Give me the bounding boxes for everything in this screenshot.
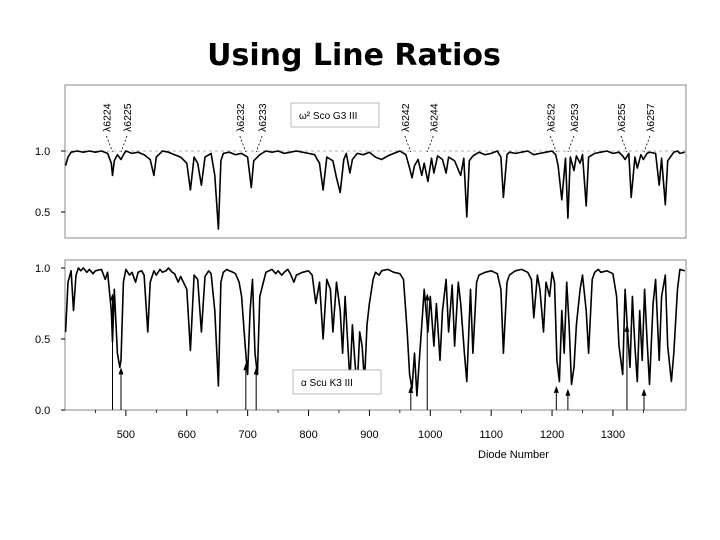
- x-axis: 500 600 700 800 900 1000 1100 1200 1300: [95, 410, 644, 441]
- y-tick-label: 1.0: [35, 146, 50, 158]
- line-label: λ6233: [257, 103, 269, 132]
- line-label: λ6224: [102, 103, 114, 132]
- line-leader: [120, 135, 128, 153]
- spectrum-line: [64, 150, 685, 230]
- panel-omega2-sco: 1.0 0.5 ω² Sco G3 III λ6224 λ6225 λ6232 λ6233 λ…: [35, 84, 687, 239]
- line-arrow-head: [565, 388, 571, 396]
- y-tick-label: 0.5: [35, 334, 50, 346]
- line-leader: [255, 135, 263, 153]
- x-tick-label: 600: [178, 429, 196, 441]
- line-arrow-head: [253, 367, 259, 375]
- line-leader: [106, 135, 113, 153]
- line-label: λ6255: [616, 103, 628, 132]
- x-axis-title: Diode Number: [478, 449, 549, 461]
- line-label: λ6242: [400, 103, 412, 132]
- line-arrow-head: [243, 363, 249, 371]
- x-tick-label: 1300: [601, 429, 625, 441]
- line-leader: [404, 135, 412, 153]
- panel-frame: [64, 259, 687, 411]
- line-arrow-head: [641, 388, 647, 396]
- slide-title: Using Line Ratios: [207, 38, 501, 74]
- line-label: λ6252: [545, 103, 557, 132]
- line-leader: [643, 135, 651, 153]
- x-tick-label: 800: [299, 429, 317, 441]
- legend-box: [290, 102, 380, 128]
- panel-alpha-scu: 1.0 0.5 0.0 α Scu K3 III: [35, 259, 687, 417]
- x-tick-label: 500: [117, 429, 135, 441]
- line-arrow-head: [553, 385, 559, 393]
- x-tick-label: 1000: [418, 429, 442, 441]
- line-leader: [426, 135, 434, 153]
- legend-star-label: ω² Sco G3 III: [299, 111, 357, 122]
- line-label: λ6232: [235, 103, 247, 132]
- line-arrow-head: [118, 367, 124, 375]
- y-tick-label: 0.0: [35, 405, 50, 417]
- x-tick-label: 900: [360, 429, 378, 441]
- spectrum-line: [64, 267, 686, 397]
- line-arrow-head: [624, 324, 630, 332]
- line-arrow-head: [424, 293, 430, 301]
- legend-box: [292, 369, 382, 395]
- line-label: λ6257: [645, 103, 657, 132]
- line-label: λ6225: [122, 103, 134, 132]
- line-arrow-head: [109, 293, 115, 301]
- y-tick-label: 0.5: [35, 207, 50, 219]
- y-tick-label: 1.0: [35, 263, 50, 275]
- line-leader: [620, 135, 628, 153]
- panel-frame: [64, 84, 687, 239]
- line-leader: [549, 135, 557, 153]
- line-arrow-head: [408, 385, 414, 393]
- line-label: λ6253: [569, 103, 581, 132]
- x-tick-label: 1100: [479, 429, 503, 441]
- line-leader: [239, 135, 247, 153]
- x-tick-label: 1200: [540, 429, 564, 441]
- x-tick-label: 700: [238, 429, 256, 441]
- legend-star-label: α Scu K3 III: [301, 378, 353, 389]
- line-label: λ6244: [428, 103, 440, 132]
- line-leader: [567, 135, 575, 153]
